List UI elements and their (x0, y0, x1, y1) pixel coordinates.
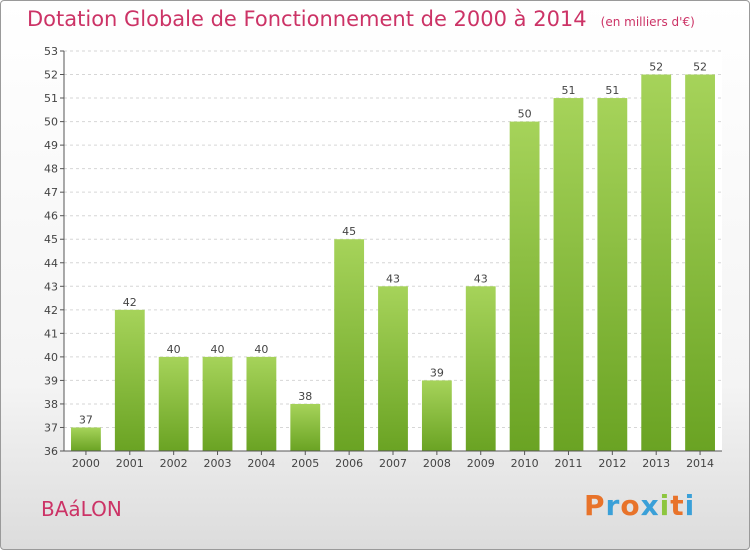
bar-value-label: 40 (211, 343, 225, 356)
bar (685, 74, 715, 451)
y-tick-label: 48 (44, 163, 58, 176)
y-tick-label: 45 (44, 233, 58, 246)
bar (246, 356, 277, 451)
x-tick-label: 2007 (379, 457, 407, 470)
y-tick-label: 43 (44, 280, 58, 293)
bar (290, 403, 321, 451)
y-tick-label: 36 (44, 445, 58, 458)
x-tick-label: 2004 (247, 457, 275, 470)
x-tick-label: 2009 (467, 457, 495, 470)
bar-value-label: 43 (386, 272, 400, 285)
bar-value-label: 51 (605, 84, 619, 97)
bar-value-label: 37 (79, 413, 93, 426)
bar-value-label: 40 (254, 343, 268, 356)
bar (158, 356, 189, 451)
x-tick-label: 2000 (72, 457, 100, 470)
y-tick-label: 44 (44, 257, 58, 270)
bar-value-label: 45 (342, 225, 356, 238)
y-tick-label: 41 (44, 327, 58, 340)
x-tick-label: 2006 (335, 457, 363, 470)
y-tick-label: 37 (44, 421, 58, 434)
bar-value-label: 43 (474, 272, 488, 285)
chart-unit: (en milliers d'€) (600, 15, 695, 29)
bar (334, 239, 365, 451)
x-tick-label: 2014 (686, 457, 714, 470)
bar (114, 309, 145, 451)
logo-letter: o (620, 489, 641, 522)
bar (509, 121, 540, 452)
x-tick-label: 2001 (116, 457, 144, 470)
bar-value-label: 39 (430, 366, 444, 379)
logo-letter: x (640, 489, 660, 522)
bar-value-label: 52 (693, 61, 707, 74)
bar-value-label: 40 (167, 343, 181, 356)
bar (71, 427, 101, 451)
bar-value-label: 50 (518, 108, 532, 121)
y-tick-label: 46 (44, 210, 58, 223)
bar (378, 286, 408, 451)
bar (641, 74, 672, 451)
x-tick-label: 2013 (642, 457, 670, 470)
proxiti-logo: Proxiti (584, 489, 695, 522)
y-tick-label: 50 (44, 116, 58, 129)
y-tick-label: 38 (44, 398, 58, 411)
x-tick-label: 2012 (598, 457, 626, 470)
bar (465, 286, 496, 451)
y-tick-label: 40 (44, 351, 58, 364)
y-tick-label: 49 (44, 139, 58, 152)
y-tick-label: 52 (44, 69, 58, 82)
x-tick-label: 2003 (204, 457, 232, 470)
bar-value-label: 51 (561, 84, 575, 97)
x-tick-label: 2011 (554, 457, 582, 470)
bar-value-label: 52 (649, 61, 663, 74)
logo-letter: P (584, 489, 606, 522)
bar-value-label: 42 (123, 296, 137, 309)
bar (421, 380, 452, 451)
y-tick-label: 47 (44, 186, 58, 199)
y-tick-label: 51 (44, 92, 58, 105)
logo-letter: i (684, 489, 696, 522)
chart-title: Dotation Globale de Fonctionnement de 20… (27, 7, 695, 31)
y-tick-label: 42 (44, 304, 58, 317)
commune-name: BAáLON (41, 497, 122, 521)
x-tick-label: 2008 (423, 457, 451, 470)
bar (202, 356, 233, 451)
bar (597, 98, 628, 451)
logo-letter: i (659, 489, 671, 522)
x-tick-label: 2005 (291, 457, 319, 470)
bar-value-label: 38 (298, 390, 312, 403)
y-tick-label: 53 (44, 45, 58, 58)
x-tick-label: 2002 (160, 457, 188, 470)
logo-letter: t (670, 489, 685, 522)
logo-letter: r (605, 489, 621, 522)
x-tick-label: 2010 (511, 457, 539, 470)
chart-title-text: Dotation Globale de Fonctionnement de 20… (27, 7, 587, 31)
y-tick-label: 39 (44, 374, 58, 387)
bar (553, 98, 584, 451)
